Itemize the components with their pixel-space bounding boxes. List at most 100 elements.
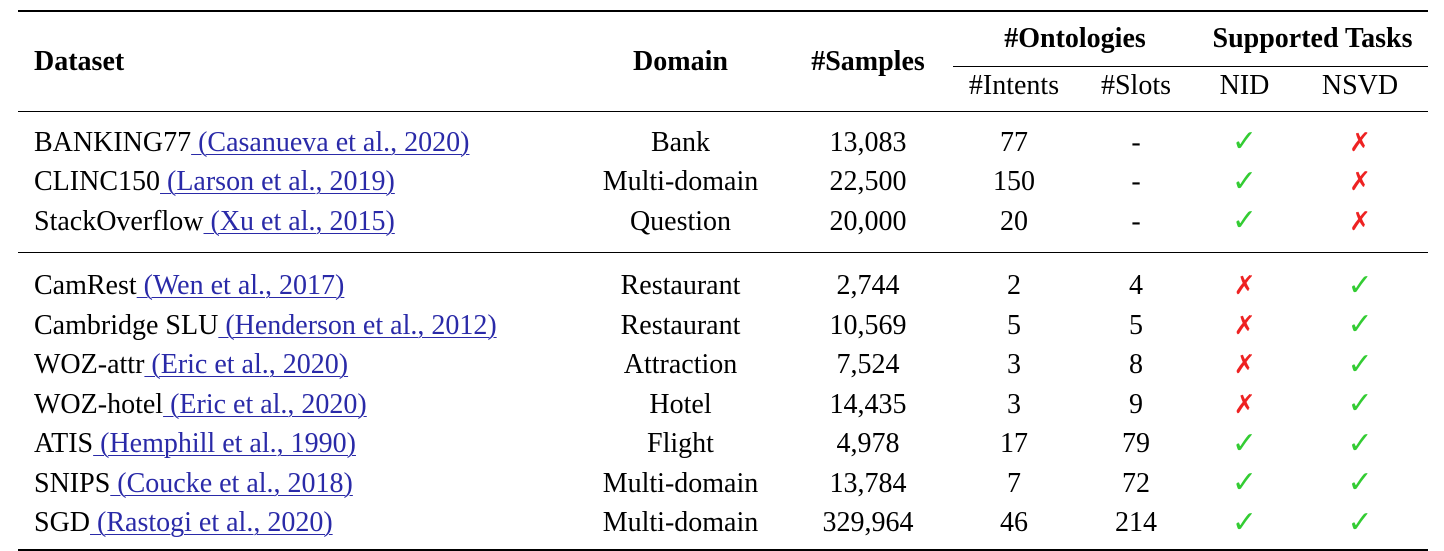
citation-link[interactable]: (Rastogi et al., 2020)	[90, 507, 333, 538]
slots-cell: 8	[1129, 349, 1143, 380]
intents-cell: 46	[1000, 507, 1028, 538]
dataset-table-container: Dataset Domain #Samples #Ontologies Supp…	[18, 10, 1429, 551]
samples-cell: 22,500	[829, 166, 907, 197]
header-nsvd: NSVD	[1321, 70, 1399, 101]
check-icon: ✓	[1347, 386, 1373, 421]
check-icon: ✓	[1347, 346, 1373, 382]
citation-link[interactable]: (Wen et al., 2017)	[136, 270, 345, 301]
domain-cell: Restaurant	[620, 270, 741, 301]
slots-cell: 5	[1129, 309, 1143, 341]
nid-cell: ✓	[1197, 425, 1292, 465]
dataset-name: StackOverflow	[34, 205, 204, 237]
intents-cell: 77	[1000, 126, 1028, 158]
nsvd-cell: ✓	[1292, 425, 1428, 465]
domain-cell: Flight	[647, 428, 714, 459]
header-nid: NID	[1219, 70, 1270, 101]
citation-link[interactable]: (Eric et al., 2020)	[163, 388, 367, 420]
dataset-cell: BANKING77 (Casanueva et al., 2020)	[18, 112, 578, 163]
cross-icon: ✗	[1349, 127, 1371, 158]
intents-cell: 20	[1000, 205, 1028, 237]
table-row: Cambridge SLU (Henderson et al., 2012) Re…	[18, 306, 1428, 346]
header-slots: #Slots	[1100, 70, 1172, 101]
header-intents: #Intents	[968, 70, 1060, 101]
nsvd-cell: ✗	[1292, 112, 1428, 163]
nid-cell: ✓	[1197, 464, 1292, 504]
check-icon: ✓	[1231, 465, 1258, 500]
dataset-name: SGD	[34, 507, 91, 538]
header-ontologies: #Ontologies	[953, 11, 1197, 67]
cross-icon: ✗	[1349, 167, 1371, 197]
slots-cell: -	[1131, 205, 1141, 237]
table-row: BANKING77 (Casanueva et al., 2020) Bank 13…	[18, 112, 1428, 163]
cross-icon: ✗	[1233, 350, 1256, 380]
dataset-name: WOZ-attr	[34, 349, 145, 380]
nsvd-cell: ✗	[1292, 163, 1428, 203]
dataset-cell: Cambridge SLU (Henderson et al., 2012)	[18, 306, 578, 346]
check-icon: ✓	[1347, 267, 1373, 303]
header-domain: Domain	[633, 45, 728, 77]
citation-link[interactable]: (Eric et al., 2020)	[144, 349, 349, 380]
domain-cell: Restaurant	[620, 309, 741, 341]
dataset-name: BANKING77	[34, 126, 192, 158]
nid-cell: ✗	[1197, 346, 1292, 386]
citation-link[interactable]: (Larson et al., 2019)	[160, 166, 395, 197]
header-dataset: Dataset	[34, 45, 125, 77]
dataset-cell: ATIS (Hemphill et al., 1990)	[18, 425, 578, 465]
nsvd-cell: ✓	[1292, 252, 1428, 306]
domain-cell: Hotel	[649, 388, 712, 420]
cross-icon: ✗	[1349, 206, 1371, 237]
intents-cell: 5	[1007, 309, 1021, 341]
check-icon: ✓	[1231, 504, 1258, 540]
citation-link[interactable]: (Xu et al., 2015)	[203, 205, 395, 237]
header-samples: #Samples	[811, 45, 925, 77]
nid-cell: ✗	[1197, 385, 1292, 425]
dataset-cell: WOZ-hotel (Eric et al., 2020)	[18, 385, 578, 425]
table-group-slot: CamRest (Wen et al., 2017) Restaurant 2,74…	[18, 252, 1429, 551]
slots-cell: -	[1131, 126, 1141, 158]
domain-cell: Multi-domain	[602, 507, 759, 538]
samples-cell: 2,744	[836, 270, 900, 301]
samples-cell: 10,569	[829, 309, 907, 341]
nsvd-cell: ✗	[1292, 202, 1428, 252]
nid-cell: ✓	[1197, 202, 1292, 252]
nsvd-cell: ✓	[1292, 504, 1428, 551]
dataset-cell: CamRest (Wen et al., 2017)	[18, 252, 578, 306]
nid-cell: ✓	[1197, 112, 1292, 163]
table-row: CLINC150 (Larson et al., 2019) Multi-doma…	[18, 163, 1428, 203]
dataset-name: WOZ-hotel	[34, 388, 164, 420]
citation-link[interactable]: (Coucke et al., 2018)	[110, 467, 353, 499]
samples-cell: 329,964	[822, 507, 914, 538]
domain-cell: Multi-domain	[602, 166, 759, 197]
check-icon: ✓	[1347, 465, 1373, 500]
slots-cell: -	[1131, 166, 1141, 197]
dataset-cell: CLINC150 (Larson et al., 2019)	[18, 163, 578, 203]
samples-cell: 13,083	[829, 126, 907, 158]
slots-cell: 4	[1129, 270, 1143, 301]
nid-cell: ✓	[1197, 163, 1292, 203]
dataset-name: ATIS	[34, 428, 94, 459]
slots-cell: 79	[1122, 428, 1150, 459]
nsvd-cell: ✓	[1292, 346, 1428, 386]
nid-cell: ✗	[1197, 306, 1292, 346]
samples-cell: 14,435	[829, 388, 907, 420]
table-row: ATIS (Hemphill et al., 1990) Flight 4,978 1…	[18, 425, 1428, 465]
samples-cell: 13,784	[829, 467, 907, 499]
intents-cell: 7	[1007, 467, 1021, 499]
table-row: WOZ-attr (Eric et al., 2020) Attraction 7,…	[18, 346, 1428, 386]
samples-cell: 7,524	[836, 349, 900, 380]
citation-link[interactable]: (Henderson et al., 2012)	[218, 309, 497, 341]
dataset-cell: SNIPS (Coucke et al., 2018)	[18, 464, 578, 504]
check-icon: ✓	[1231, 203, 1258, 238]
citation-link[interactable]: (Casanueva et al., 2020)	[191, 126, 470, 158]
domain-cell: Question	[629, 205, 732, 237]
nid-cell: ✗	[1197, 252, 1292, 306]
citation-link[interactable]: (Hemphill et al., 1990)	[93, 428, 356, 459]
nsvd-cell: ✓	[1292, 385, 1428, 425]
nsvd-cell: ✓	[1292, 306, 1428, 346]
dataset-name: Cambridge SLU	[34, 309, 219, 341]
cross-icon: ✗	[1233, 310, 1256, 341]
check-icon: ✓	[1347, 504, 1373, 540]
slots-cell: 214	[1115, 507, 1157, 538]
samples-cell: 20,000	[829, 205, 907, 237]
intents-cell: 3	[1007, 388, 1021, 420]
